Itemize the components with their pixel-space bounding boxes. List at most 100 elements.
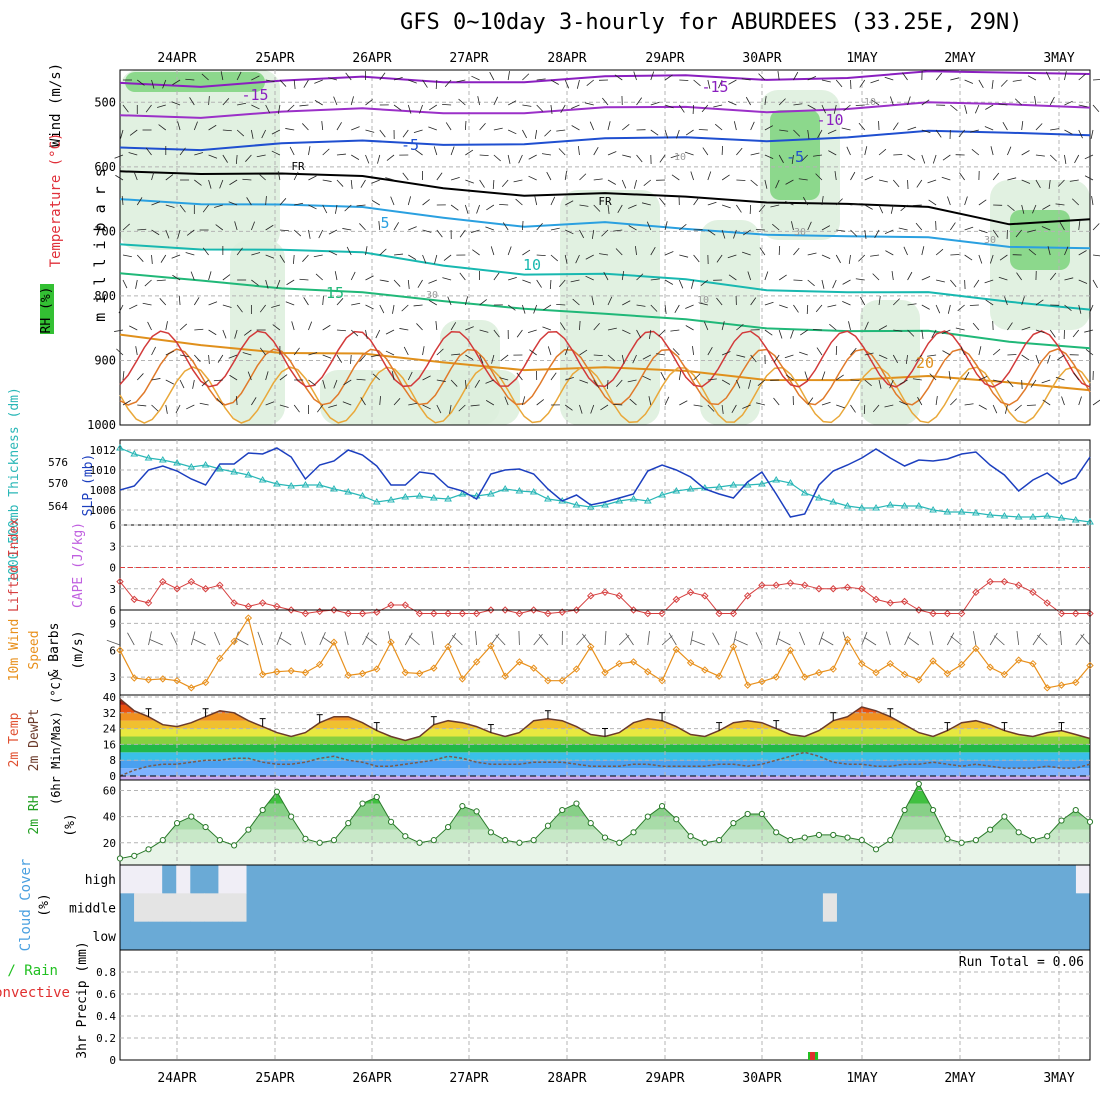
cloud-cell (387, 922, 402, 951)
wind-barb (822, 80, 831, 82)
wind-barb (1084, 330, 1093, 332)
cloud-cell (514, 865, 529, 894)
cloud-cell (331, 893, 346, 922)
surface-barb (756, 632, 762, 645)
wind-tick-label: 3 (109, 671, 116, 684)
wind-barb (942, 351, 950, 355)
wind-barb (386, 351, 394, 355)
cloud-cell (247, 893, 262, 922)
cloud-cell (823, 893, 838, 922)
surface-barb (279, 638, 291, 645)
rh-contour-label: 30 (984, 235, 996, 246)
surface-barb (626, 633, 634, 645)
wind-barb (209, 355, 210, 364)
wind-barb (193, 380, 195, 389)
wind-barb (929, 200, 936, 205)
wind-barb (849, 255, 850, 264)
rh-marker (374, 794, 379, 799)
wind-barb (833, 280, 837, 288)
wind-barb (446, 122, 451, 130)
wind-barb (774, 398, 780, 405)
wind-barb (359, 223, 365, 230)
wind-barb (490, 72, 494, 80)
cloud-cell (1048, 922, 1063, 951)
temp-tick-label: 16 (103, 738, 116, 751)
rh-marker (945, 836, 950, 841)
wind-barb (380, 305, 384, 313)
wind-barb (779, 330, 782, 339)
cloud-cell (1062, 893, 1077, 922)
wind-barb (460, 273, 466, 280)
rh-marker (474, 809, 479, 814)
wind-barb (950, 280, 956, 287)
wind-barb (565, 171, 566, 180)
precip-tick-label: 0.8 (96, 966, 116, 979)
slp-tick-label: 1008 (90, 484, 117, 497)
cloud-cell (668, 865, 683, 894)
cloud-cell (739, 893, 754, 922)
precip-bar-convective (810, 1052, 815, 1060)
cloud-cell (556, 922, 571, 951)
wind-barb (1085, 176, 1093, 180)
temp-tick-label: 24 (103, 723, 117, 736)
wind-barb (602, 98, 608, 105)
wind-barb (916, 223, 922, 230)
surface-barb (214, 632, 219, 645)
date-label-top: 28APR (547, 51, 586, 66)
contour-label: 15 (326, 284, 344, 302)
surface-barb (149, 631, 152, 645)
rh-marker (674, 817, 679, 822)
cloud-cell (528, 865, 543, 894)
cloud-cell (401, 922, 416, 951)
wind-barb (665, 305, 666, 314)
wind-barb (703, 148, 708, 155)
wind-barb (836, 255, 840, 263)
wind-barb (1064, 101, 1072, 105)
wind-barb (1092, 196, 1093, 205)
wind-barb (950, 78, 959, 80)
cloud-cell (992, 922, 1007, 951)
wind-barb (779, 275, 786, 280)
wind-barb (871, 80, 880, 83)
wind-barb (908, 155, 915, 160)
rh-marker (745, 811, 750, 816)
rh-marker (988, 827, 993, 832)
cloud-cell (907, 922, 922, 951)
surface-barb (605, 631, 606, 645)
wind-barb (865, 176, 873, 180)
surface-barb (733, 631, 736, 645)
wind-barb (294, 405, 299, 412)
cloud-cell (345, 922, 360, 951)
wind-barb (1093, 224, 1099, 230)
wind-barb (985, 105, 993, 110)
wind-barb (685, 152, 694, 155)
wind-barb (1022, 355, 1029, 360)
cloud-cell (556, 865, 571, 894)
wind-barb (386, 330, 394, 334)
cloud-cell (781, 865, 796, 894)
wind-barb (501, 355, 508, 361)
cloud-cell (429, 922, 444, 951)
cloud-cell (949, 893, 964, 922)
axis-label-speed: Speed (27, 630, 42, 669)
wind-barb (751, 153, 760, 155)
wind-barb (1085, 155, 1093, 159)
wind-barb (137, 255, 143, 262)
cloud-cell (443, 893, 458, 922)
rh-tick-label: 20 (103, 837, 116, 850)
rh-marker (588, 821, 593, 826)
cloud-cell (1034, 865, 1049, 894)
cloud-cell (753, 865, 768, 894)
rh-marker (460, 804, 465, 809)
axis-label-temperature: Temperature (°C) (48, 133, 64, 268)
wind-barb (1013, 80, 1022, 81)
cloud-cell (893, 893, 908, 922)
wind-barb (928, 180, 937, 183)
date-label-top: 30APR (742, 51, 781, 66)
wind-barb (722, 175, 729, 180)
axis-label-barbs: & Barbs (47, 623, 62, 678)
wind-barb (1075, 155, 1079, 163)
wind-barb (587, 80, 594, 86)
rh-shade-high (1010, 210, 1070, 270)
